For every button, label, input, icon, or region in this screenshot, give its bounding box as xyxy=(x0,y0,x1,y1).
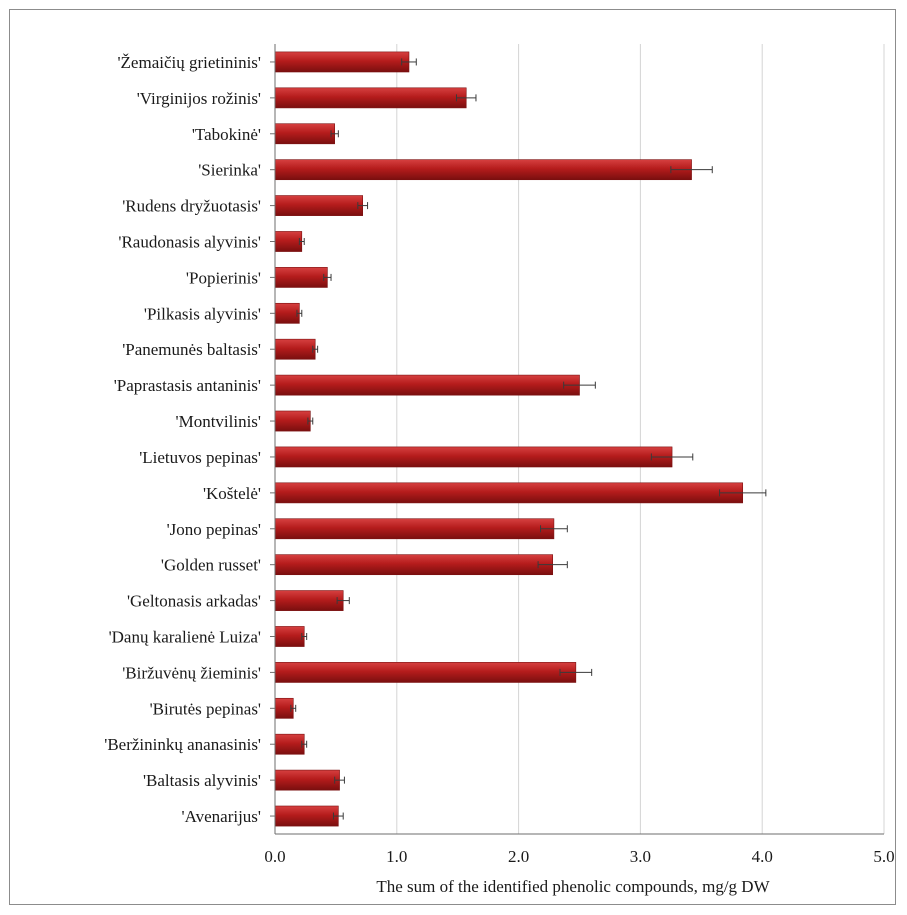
bar xyxy=(274,662,577,683)
bar xyxy=(274,626,305,647)
category-label: 'Pilkasis alyvinis' xyxy=(144,304,261,323)
category-label: 'Montvilinis' xyxy=(176,412,261,431)
bar xyxy=(274,769,340,791)
category-label: 'Žemaičių grietininis' xyxy=(117,53,261,72)
bar xyxy=(274,231,303,252)
bar xyxy=(274,51,410,73)
bar xyxy=(274,374,580,396)
category-label: 'Tabokinė' xyxy=(192,125,261,144)
category-label: 'Baltasis alyvinis' xyxy=(143,771,261,790)
category-label: 'Geltonasis arkadas' xyxy=(127,592,261,611)
bar xyxy=(274,87,467,109)
category-label: 'Lietuvos pepinas' xyxy=(139,448,261,467)
bar xyxy=(274,805,339,827)
category-label: 'Popierinis' xyxy=(186,268,261,287)
category-label: 'Raudonasis alyvinis' xyxy=(118,233,261,252)
category-label: 'Birutės pepinas' xyxy=(150,699,261,718)
x-tick-label: 4.0 xyxy=(752,847,773,866)
category-label: 'Paprastasis antaninis' xyxy=(114,376,261,395)
category-label: 'Rudens dryžuotasis' xyxy=(122,197,261,216)
x-axis-title: The sum of the identified phenolic compo… xyxy=(376,877,770,896)
bar xyxy=(274,482,744,504)
bar xyxy=(274,518,555,540)
category-label: 'Golden russet' xyxy=(161,556,261,575)
bar xyxy=(274,267,328,288)
axes xyxy=(270,44,884,835)
category-label: 'Biržuvėnų žieminis' xyxy=(122,663,261,682)
bar xyxy=(274,302,300,324)
error-bars xyxy=(290,58,767,820)
category-label: 'Koštelė' xyxy=(203,484,261,503)
bar xyxy=(274,554,554,576)
bar xyxy=(274,733,305,755)
bar xyxy=(274,446,673,468)
category-label: 'Danų karalienė Luiza' xyxy=(109,628,261,647)
x-tick-labels: 0.0 1.0 2.0 3.0 4.0 5.0 xyxy=(264,847,894,866)
category-label: 'Avenarijus' xyxy=(182,807,261,826)
category-labels: 'Žemaičių grietininis' 'Virginijos rožini… xyxy=(104,53,261,826)
bars xyxy=(274,51,744,827)
x-tick-label: 3.0 xyxy=(630,847,651,866)
bar xyxy=(274,159,692,181)
x-tick-label: 0.0 xyxy=(264,847,285,866)
bar xyxy=(274,338,316,360)
category-label: 'Sierinka' xyxy=(198,161,261,180)
bar xyxy=(274,195,363,216)
category-label: 'Jono pepinas' xyxy=(167,520,261,539)
x-tick-label: 1.0 xyxy=(386,847,407,866)
bar xyxy=(274,123,335,145)
category-label: 'Panemunės baltasis' xyxy=(122,340,261,359)
category-label: 'Beržininkų ananasinis' xyxy=(104,735,261,754)
x-tick-label: 2.0 xyxy=(508,847,529,866)
x-tick-label: 5.0 xyxy=(873,847,894,866)
bar xyxy=(274,590,344,611)
bar xyxy=(274,410,311,432)
category-label: 'Virginijos rožinis' xyxy=(137,89,261,108)
